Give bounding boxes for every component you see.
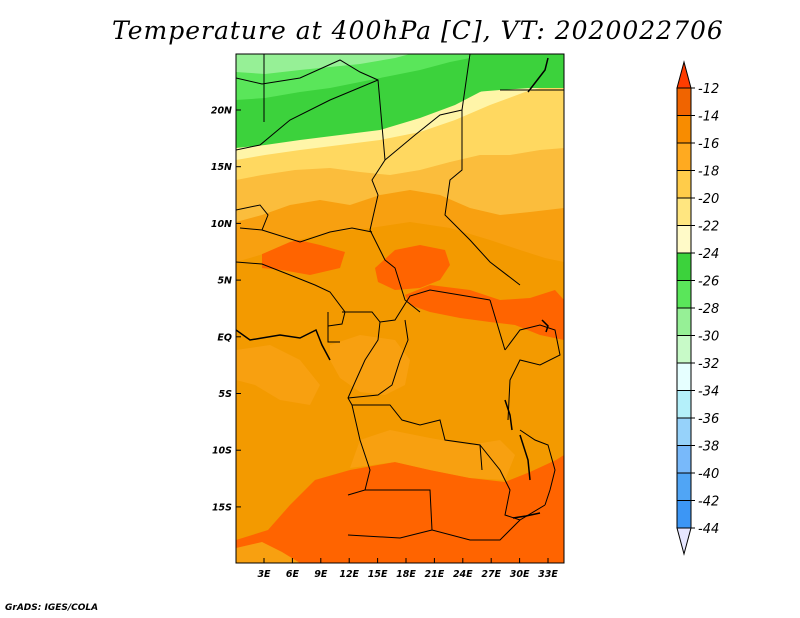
colorbar-segment [676,252,692,281]
field-sw-cool [236,542,300,563]
colorbar-segment [676,225,692,254]
colorbar-label: -12 [698,82,719,97]
colorbar-segment [676,500,692,529]
colorbar-label: -20 [698,192,719,207]
x-tick-label: 33E [538,569,558,580]
colorbar-label: -26 [698,275,719,290]
colorbar-label: -18 [698,165,719,180]
x-tick-label: 6E [286,569,300,580]
colorbar-top-arrow [676,60,692,89]
colorbar-label: -44 [698,522,719,537]
x-tick-label: 3E [257,569,271,580]
x-tick-label: 21E [425,569,445,580]
colorbar-label: -40 [698,467,719,482]
colorbar-segment [676,472,692,501]
colorbar-segment [676,362,692,391]
colorbar-segment [676,170,692,199]
colorbar-segment [676,390,692,419]
chart-title: Temperature at 400hPa [C], VT: 202002270… [112,16,724,45]
colorbar-label: -16 [698,137,719,152]
field-south-warm [236,455,564,563]
x-tick-label: 15E [368,569,388,580]
colorbar-segment [676,142,692,171]
colorbar-bottom-arrow [676,527,692,556]
colorbar-segment [676,115,692,144]
field-westcoast-light [236,345,320,405]
colorbar-label: -30 [698,330,719,345]
footer-credit: GrADS: IGES/COLA [5,603,99,613]
field-south-mid [350,430,515,480]
field-congo-light [330,335,410,395]
colorbar-segment [676,307,692,336]
x-axis: 3E 6E 9E 12E 15E 18E 21E 24E 27E 30E 33E [257,558,558,580]
colorbar-label: -32 [698,357,719,372]
colorbar-segment [676,445,692,474]
y-tick-label: 15N [211,162,232,173]
y-tick-label: 5S [219,389,233,400]
coast-lakes [236,57,549,519]
x-tick-label: 9E [314,569,328,580]
colorbar-label: -34 [698,385,719,400]
field-east-warm [405,285,564,340]
colorbar-segment [676,197,692,226]
x-tick-label: 30E [510,569,530,580]
colorbar-segment [676,280,692,309]
field-band-28 [236,54,410,74]
colorbar-label: -14 [698,110,719,125]
x-tick-label: 24E [453,569,473,580]
y-tick-label: EQ [217,332,232,343]
x-tick-label: 12E [339,569,359,580]
colorbar-label: -38 [698,440,719,455]
field-ne-green [470,54,564,92]
y-tick-label: 10N [211,219,232,230]
country-borders [236,54,564,541]
field-west-warm [262,238,345,275]
map-field [236,54,564,563]
y-tick-label: 20N [211,106,232,117]
y-tick-label: 5N [217,276,232,287]
colorbar-segment [676,87,692,116]
x-tick-label: 27E [481,569,501,580]
colorbar-segment [676,335,692,364]
colorbar-label: -36 [698,412,719,427]
y-tick-label: 15S [212,502,232,513]
y-tick-label: 10S [212,446,232,457]
colorbar-label: -42 [698,495,719,510]
x-tick-label: 18E [396,569,416,580]
colorbar: -12 -14 -16 -18 -20 -22 -24 -26 -28 -30 -32 -34 -36 -… [676,60,719,556]
colorbar-segment [676,417,692,446]
colorbar-label: -22 [698,220,719,235]
colorbar-label: -24 [698,247,719,262]
map-frame [235,53,565,564]
field-central-warm [375,245,450,290]
colorbar-label: -28 [698,302,719,317]
y-axis: 20N 15N 10N 5N EQ 5S 10S 15S [211,106,241,513]
